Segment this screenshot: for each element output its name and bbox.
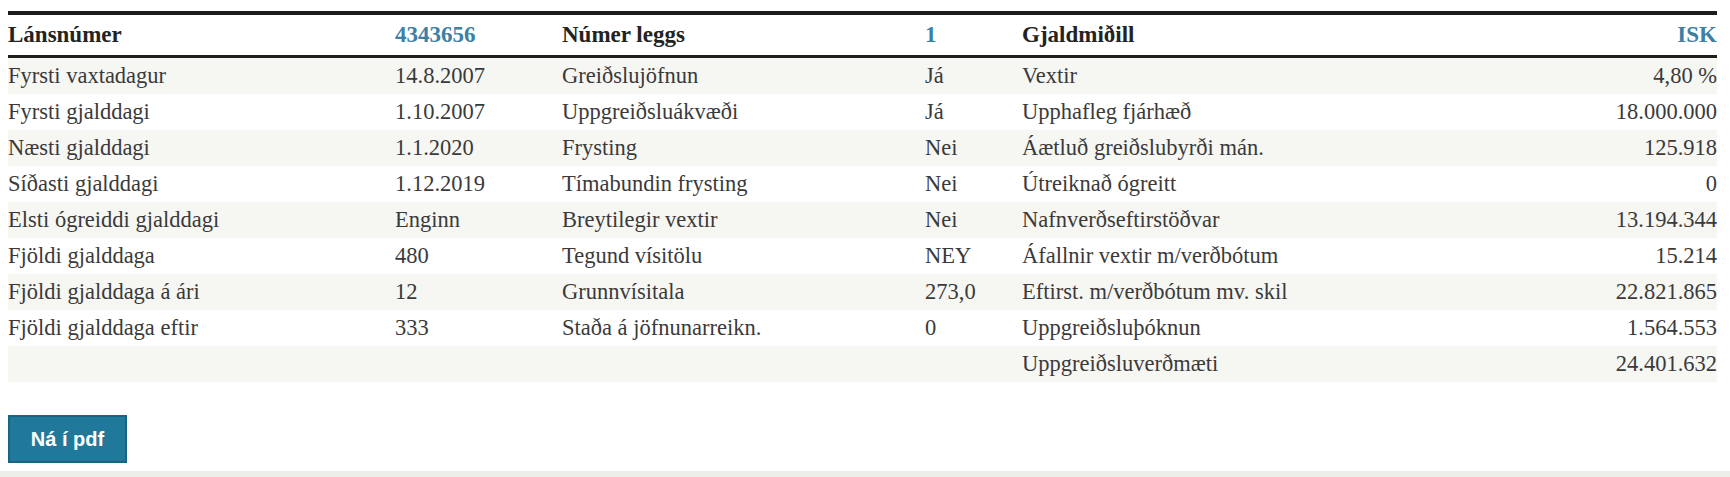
loan-table-row: Elsti ógreiddi gjalddagi Enginn Breytile…	[8, 202, 1717, 238]
header-leg-number-value: 1	[925, 22, 1022, 48]
field-value: 1.564.553	[1322, 315, 1717, 341]
header-loan-number-value[interactable]: 4343656	[395, 22, 562, 48]
field-label: Staða á jöfnunarreikn.	[562, 315, 925, 341]
loan-table-body: Fyrsti vaxtadagur 14.8.2007 Greiðslujöfn…	[8, 58, 1717, 382]
field-value: Já	[925, 63, 1022, 89]
loan-table-row: Fjöldi gjalddaga eftir 333 Staða á jöfnu…	[8, 310, 1717, 346]
header-currency-label: Gjaldmiðill	[1022, 22, 1322, 48]
field-value: 12	[395, 279, 562, 305]
field-label: Fjöldi gjalddaga	[8, 243, 395, 269]
loan-table-row: Fjöldi gjalddaga á ári 12 Grunnvísitala …	[8, 274, 1717, 310]
field-label: Síðasti gjalddagi	[8, 171, 395, 197]
loan-table-row: Fyrsti vaxtadagur 14.8.2007 Greiðslujöfn…	[8, 58, 1717, 94]
loan-table-header: Lánsnúmer 4343656 Númer leggs 1 Gjaldmið…	[8, 11, 1717, 58]
field-value: Nei	[925, 135, 1022, 161]
loan-table-row: Næsti gjalddagi 1.1.2020 Frysting Nei Áæ…	[8, 130, 1717, 166]
download-pdf-button[interactable]: Ná í pdf	[8, 415, 127, 463]
field-value: 22.821.865	[1322, 279, 1717, 305]
field-value: 1.10.2007	[395, 99, 562, 125]
field-label: Áætluð greiðslubyrði mán.	[1022, 135, 1322, 161]
field-label: Tímabundin frysting	[562, 171, 925, 197]
field-value: 24.401.632	[1322, 351, 1717, 377]
field-label: Greiðslujöfnun	[562, 63, 925, 89]
field-value: Enginn	[395, 207, 562, 233]
field-value: 13.194.344	[1322, 207, 1717, 233]
field-value: 125.918	[1322, 135, 1717, 161]
field-value: Nei	[925, 171, 1022, 197]
field-label: Uppgreiðsluþóknun	[1022, 315, 1322, 341]
field-label: Uppgreiðsluverðmæti	[1022, 351, 1322, 377]
loan-table-row: Síðasti gjalddagi 1.12.2019 Tímabundin f…	[8, 166, 1717, 202]
field-value: 1.12.2019	[395, 171, 562, 197]
field-label: Fyrsti vaxtadagur	[8, 63, 395, 89]
loan-table-row: Fjöldi gjalddaga 480 Tegund vísitölu NEY…	[8, 238, 1717, 274]
header-loan-number-label: Lánsnúmer	[8, 22, 395, 48]
field-value: Nei	[925, 207, 1022, 233]
loan-details-table: Lánsnúmer 4343656 Númer leggs 1 Gjaldmið…	[8, 11, 1717, 382]
field-label: Tegund vísitölu	[562, 243, 925, 269]
field-label: Grunnvísitala	[562, 279, 925, 305]
field-label: Útreiknað ógreitt	[1022, 171, 1322, 197]
field-label: Nafnverðseftirstöðvar	[1022, 207, 1322, 233]
loan-table-row: Fyrsti gjalddagi 1.10.2007 Uppgreiðsluák…	[8, 94, 1717, 130]
field-value: 4,80 %	[1322, 63, 1717, 89]
field-value: Já	[925, 99, 1022, 125]
field-label: Fjöldi gjalddaga á ári	[8, 279, 395, 305]
header-currency-value: ISK	[1322, 22, 1717, 48]
field-label: Eftirst. m/verðbótum mv. skil	[1022, 279, 1322, 305]
field-label: Fyrsti gjalddagi	[8, 99, 395, 125]
bottom-divider	[0, 471, 1730, 477]
field-value: 273,0	[925, 279, 1022, 305]
field-label: Elsti ógreiddi gjalddagi	[8, 207, 395, 233]
field-label: Breytilegir vextir	[562, 207, 925, 233]
field-value: 0	[925, 315, 1022, 341]
field-label: Frysting	[562, 135, 925, 161]
field-label: Vextir	[1022, 63, 1322, 89]
field-value: 480	[395, 243, 562, 269]
field-value: 15.214	[1322, 243, 1717, 269]
field-value: 14.8.2007	[395, 63, 562, 89]
field-value: 1.1.2020	[395, 135, 562, 161]
field-label: Uppgreiðsluákvæði	[562, 99, 925, 125]
loan-table-row: Uppgreiðsluverðmæti 24.401.632	[8, 346, 1717, 382]
field-label: Upphafleg fjárhæð	[1022, 99, 1322, 125]
field-value: NEY	[925, 243, 1022, 269]
field-label: Næsti gjalddagi	[8, 135, 395, 161]
field-label: Fjöldi gjalddaga eftir	[8, 315, 395, 341]
header-leg-number-label: Númer leggs	[562, 22, 925, 48]
field-value: 0	[1322, 171, 1717, 197]
field-value: 18.000.000	[1322, 99, 1717, 125]
field-value: 333	[395, 315, 562, 341]
field-label: Áfallnir vextir m/verðbótum	[1022, 243, 1322, 269]
